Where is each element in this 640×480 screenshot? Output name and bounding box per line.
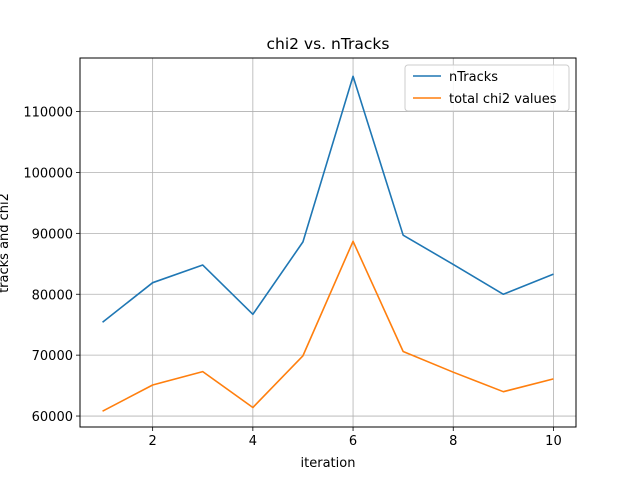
- legend: nTracks total chi2 values: [404, 64, 570, 112]
- y-tick-label: 90000: [32, 227, 73, 242]
- y-tick-label: 80000: [32, 288, 73, 303]
- y-tick-label: 60000: [32, 410, 73, 425]
- series-line-ntracks: [102, 75, 554, 323]
- x-tick-label: 6: [349, 434, 357, 449]
- legend-label: total chi2 values: [449, 92, 557, 107]
- x-tick-label: 10: [545, 434, 562, 449]
- series-line-total-chi2-values: [102, 240, 554, 412]
- plot-frame: [79, 57, 577, 428]
- legend-box: [404, 64, 570, 112]
- legend-label: nTracks: [449, 70, 498, 85]
- x-tick-label: 4: [249, 434, 257, 449]
- x-axis-ticks: 2 4 6 8 10: [149, 427, 562, 449]
- x-axis-label: iteration: [301, 456, 356, 471]
- chart-title: chi2 vs. nTracks: [266, 35, 389, 53]
- y-tick-label: 110000: [23, 106, 73, 121]
- y-axis-label: tracks and chi2: [0, 193, 12, 293]
- y-axis-ticks: 60000 70000 80000 90000 100000 110000: [23, 106, 80, 425]
- y-tick-label: 70000: [32, 349, 73, 364]
- x-tick-label: 8: [449, 434, 457, 449]
- x-tick-label: 2: [149, 434, 157, 449]
- y-tick-label: 100000: [23, 166, 73, 181]
- series-lines: [102, 75, 554, 412]
